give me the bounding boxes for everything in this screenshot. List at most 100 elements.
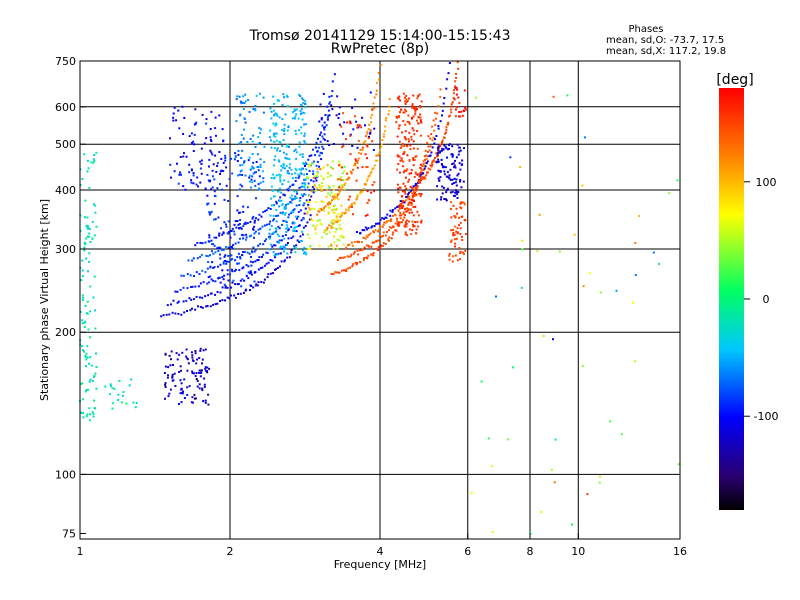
echo-point: [452, 182, 455, 184]
echo-point: [195, 183, 198, 186]
echo-point: [275, 215, 278, 217]
echo-point: [333, 212, 336, 215]
echo-point: [349, 133, 352, 136]
echo-point: [274, 254, 277, 257]
echo-point: [364, 237, 367, 240]
echo-point: [94, 211, 97, 214]
echo-point: [226, 296, 229, 299]
echo-point: [328, 95, 331, 98]
echo-point: [193, 275, 195, 277]
echo-point: [301, 118, 304, 121]
echo-point: [195, 295, 198, 298]
echo-point: [128, 384, 131, 387]
echo-point: [410, 189, 413, 192]
echo-point: [204, 348, 207, 351]
echo-point: [241, 174, 244, 176]
echo-point: [196, 241, 199, 244]
echo-point: [333, 271, 336, 274]
echo-point: [327, 211, 330, 214]
echo-point: [391, 233, 394, 236]
echo-point: [416, 119, 418, 122]
echo-point: [402, 111, 405, 114]
echo-point: [261, 266, 264, 269]
echo-point: [253, 171, 256, 174]
echo-point: [404, 214, 406, 217]
echo-point: [258, 232, 261, 235]
echo-point: [321, 135, 324, 138]
echo-point: [231, 257, 234, 260]
echo-point: [362, 259, 365, 262]
echo-point: [324, 114, 327, 116]
echo-point: [328, 231, 331, 234]
echo-point: [242, 266, 245, 269]
echo-point: [542, 335, 545, 337]
echo-point: [248, 272, 251, 275]
echo-point: [370, 226, 373, 229]
echo-point: [211, 186, 214, 189]
echo-point: [258, 92, 261, 95]
echo-point: [320, 223, 323, 226]
echo-point: [377, 72, 380, 74]
echo-point: [203, 377, 206, 380]
echo-point: [271, 272, 274, 275]
echo-point: [316, 160, 319, 163]
echo-point: [299, 169, 302, 172]
echo-point: [454, 215, 457, 218]
echo-point: [357, 241, 360, 244]
echo-point: [86, 235, 89, 238]
echo-point: [416, 186, 419, 189]
echo-point: [219, 173, 222, 175]
echo-point: [392, 225, 395, 228]
echo-point: [288, 145, 290, 148]
echo-point: [320, 188, 323, 190]
echo-point: [241, 185, 244, 188]
echo-point: [341, 185, 344, 188]
echo-point: [383, 221, 386, 224]
echo-point: [259, 158, 262, 161]
echo-point: [236, 209, 239, 212]
echo-point: [191, 372, 194, 375]
echo-point: [84, 320, 87, 323]
echo-point: [330, 227, 333, 229]
echo-point: [437, 145, 440, 148]
echo-point: [230, 230, 233, 232]
echo-point: [396, 220, 399, 223]
echo-point: [239, 292, 242, 295]
echo-point: [419, 171, 422, 174]
echo-point: [453, 89, 455, 92]
echo-point: [361, 190, 364, 193]
echo-point: [208, 281, 211, 284]
echo-point: [455, 86, 458, 89]
echo-point: [254, 105, 257, 107]
echo-point: [185, 299, 188, 302]
echo-point: [293, 190, 296, 193]
echo-point: [452, 231, 455, 234]
echo-point: [330, 166, 332, 169]
echo-point: [293, 229, 296, 232]
echo-point: [199, 347, 202, 350]
echo-point: [364, 140, 367, 143]
echo-point: [437, 160, 439, 163]
echo-point: [286, 256, 289, 259]
echo-point: [293, 245, 296, 248]
echo-point: [252, 286, 255, 289]
echo-point: [475, 96, 477, 99]
echo-point: [328, 206, 331, 209]
echo-point: [404, 100, 407, 103]
echo-point: [118, 380, 121, 382]
echo-point: [325, 195, 328, 198]
echo-point: [301, 97, 304, 100]
echo-point: [375, 222, 377, 225]
echo-point: [216, 162, 219, 165]
echo-point: [430, 151, 433, 154]
echo-point: [242, 237, 245, 240]
echo-point: [88, 419, 91, 422]
echo-point: [335, 244, 338, 247]
echo-point: [419, 113, 422, 116]
echo-point: [164, 352, 167, 355]
echo-point: [188, 385, 191, 388]
echo-point: [222, 170, 225, 173]
echo-point: [326, 140, 329, 143]
echo-point: [293, 109, 296, 112]
